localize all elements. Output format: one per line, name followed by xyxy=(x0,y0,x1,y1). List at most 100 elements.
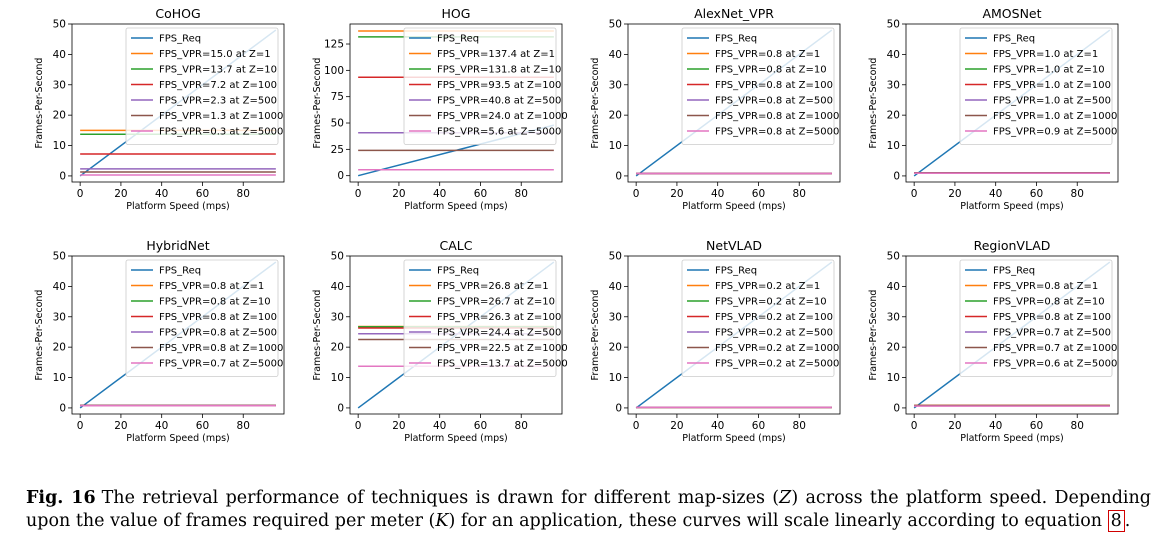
legend-entry: FPS_VPR=0.3 at Z=5000 xyxy=(159,127,283,138)
x-tick-label: 40 xyxy=(711,420,724,432)
chart-panel: AMOSNet 0 20 40 60 80 0 10 20 30 40 50 Platform Spee… xyxy=(834,0,1124,230)
legend-entry: FPS_VPR=22.5 at Z=1000 xyxy=(437,343,568,354)
figure-caption: Fig. 16 The retrieval performance of tech… xyxy=(26,487,1151,532)
y-tick-label: 40 xyxy=(609,281,622,293)
y-tick-label: 10 xyxy=(609,372,622,384)
chart-svg: HOG 0 20 40 60 80 0 25 50 75 100 125 Platform Speed … xyxy=(312,6,568,212)
y-tick-label: 0 xyxy=(893,402,900,414)
y-tick-label: 10 xyxy=(53,372,66,384)
x-tick-label: 60 xyxy=(1030,188,1043,200)
equation-reference-link[interactable]: 8 xyxy=(1107,509,1125,532)
caption-text: ) for an application, these curves will … xyxy=(448,510,1108,531)
y-tick-label: 10 xyxy=(887,372,900,384)
legend-entry: FPS_Req xyxy=(715,266,757,277)
y-tick-label: 0 xyxy=(59,170,66,182)
legend-entry: FPS_VPR=0.8 at Z=1 xyxy=(993,281,1098,292)
legend-entry: FPS_VPR=131.8 at Z=10 xyxy=(437,65,561,76)
x-tick-label: 60 xyxy=(752,188,765,200)
x-tick-label: 80 xyxy=(515,188,528,200)
y-axis-label: Frames-Per-Second xyxy=(590,290,601,381)
chart-svg: RegionVLAD 0 20 40 60 80 0 10 20 30 40 50 Platform S… xyxy=(868,238,1119,444)
plot-frame xyxy=(71,23,285,183)
legend-box xyxy=(125,259,279,377)
x-tick-label: 80 xyxy=(237,188,250,200)
y-tick-label: 50 xyxy=(53,251,66,263)
x-tick-label: 0 xyxy=(633,420,640,432)
legend-box xyxy=(403,27,557,145)
legend-entry: FPS_VPR=26.3 at Z=100 xyxy=(437,312,561,323)
chart-title: CALC xyxy=(440,238,473,253)
x-tick-label: 20 xyxy=(114,420,127,432)
x-axis-label: Platform Speed (mps) xyxy=(960,433,1064,444)
legend-entry: FPS_Req xyxy=(715,34,757,45)
legend-entry: FPS_VPR=5.6 at Z=5000 xyxy=(437,127,561,138)
x-tick-label: 20 xyxy=(392,420,405,432)
y-tick-label: 50 xyxy=(331,251,344,263)
caption-var-z: Z xyxy=(779,488,792,508)
legend-entry: FPS_Req xyxy=(993,34,1035,45)
x-tick-label: 60 xyxy=(196,188,209,200)
y-tick-label: 0 xyxy=(337,402,344,414)
y-tick-label: 50 xyxy=(53,19,66,31)
y-tick-label: 40 xyxy=(887,281,900,293)
chart-title: CoHOG xyxy=(155,6,200,21)
x-axis-label: Platform Speed (mps) xyxy=(682,433,786,444)
legend-entry: FPS_VPR=0.8 at Z=100 xyxy=(159,312,277,323)
legend-entry: FPS_VPR=0.2 at Z=1 xyxy=(715,281,820,292)
legend-box xyxy=(959,259,1113,377)
y-tick-label: 0 xyxy=(615,402,622,414)
legend-entry: FPS_VPR=0.8 at Z=1 xyxy=(159,281,264,292)
y-tick-label: 0 xyxy=(337,170,344,182)
y-tick-label: 40 xyxy=(53,281,66,293)
x-tick-label: 80 xyxy=(793,420,806,432)
x-tick-label: 0 xyxy=(77,420,84,432)
y-tick-label: 20 xyxy=(331,342,344,354)
legend-entry: FPS_VPR=0.8 at Z=100 xyxy=(993,312,1111,323)
chart-panel: NetVLAD 0 20 40 60 80 0 10 20 30 40 50 Platform Spee… xyxy=(556,232,846,462)
legend-entry: FPS_VPR=40.8 at Z=500 xyxy=(437,96,561,107)
y-tick-label: 30 xyxy=(609,79,622,91)
y-tick-label: 50 xyxy=(609,19,622,31)
legend-entry: FPS_VPR=24.4 at Z=500 xyxy=(437,328,561,339)
caption-label: Fig. 16 xyxy=(26,488,96,508)
legend-entry: FPS_Req xyxy=(993,266,1035,277)
y-tick-label: 30 xyxy=(331,311,344,323)
y-tick-label: 20 xyxy=(53,342,66,354)
chart-panel: CoHOG 0 20 40 60 80 0 10 20 30 40 50 Platform Speed … xyxy=(0,0,290,230)
x-axis-label: Platform Speed (mps) xyxy=(404,201,508,212)
legend-entry: FPS_VPR=1.0 at Z=10 xyxy=(993,65,1105,76)
plot-frame xyxy=(905,23,1119,183)
x-tick-label: 60 xyxy=(474,420,487,432)
y-axis-label: Frames-Per-Second xyxy=(868,58,879,149)
legend-box xyxy=(681,27,835,145)
x-tick-label: 40 xyxy=(989,420,1002,432)
chart-svg: AlexNet_VPR 0 20 40 60 80 0 10 20 30 40 50 Platform … xyxy=(590,6,841,212)
y-tick-label: 125 xyxy=(324,39,344,51)
y-tick-label: 30 xyxy=(887,311,900,323)
chart-title: AlexNet_VPR xyxy=(694,6,774,21)
x-tick-label: 0 xyxy=(911,188,918,200)
x-axis-label: Platform Speed (mps) xyxy=(126,433,230,444)
x-axis-label: Platform Speed (mps) xyxy=(404,433,508,444)
legend-entry: FPS_VPR=13.7 at Z=10 xyxy=(159,65,277,76)
y-tick-label: 50 xyxy=(331,118,344,130)
y-tick-label: 40 xyxy=(331,281,344,293)
x-tick-label: 20 xyxy=(670,188,683,200)
legend-entry: FPS_VPR=0.2 at Z=5000 xyxy=(715,359,839,370)
x-tick-label: 80 xyxy=(515,420,528,432)
legend-entry: FPS_VPR=1.0 at Z=1 xyxy=(993,49,1098,60)
legend-entry: FPS_VPR=0.8 at Z=500 xyxy=(715,96,833,107)
plot-frame xyxy=(627,255,841,415)
x-tick-label: 40 xyxy=(433,420,446,432)
y-tick-label: 30 xyxy=(53,79,66,91)
y-tick-label: 20 xyxy=(887,342,900,354)
x-tick-label: 0 xyxy=(911,420,918,432)
chart-panel: HOG 0 20 40 60 80 0 25 50 75 100 125 Platform Speed … xyxy=(278,0,568,230)
legend-entry: FPS_VPR=0.8 at Z=5000 xyxy=(715,127,839,138)
y-tick-label: 10 xyxy=(53,140,66,152)
x-tick-label: 0 xyxy=(355,420,362,432)
legend-box xyxy=(959,27,1113,145)
x-tick-label: 80 xyxy=(793,188,806,200)
y-axis-label: Frames-Per-Second xyxy=(868,290,879,381)
y-tick-label: 10 xyxy=(609,140,622,152)
